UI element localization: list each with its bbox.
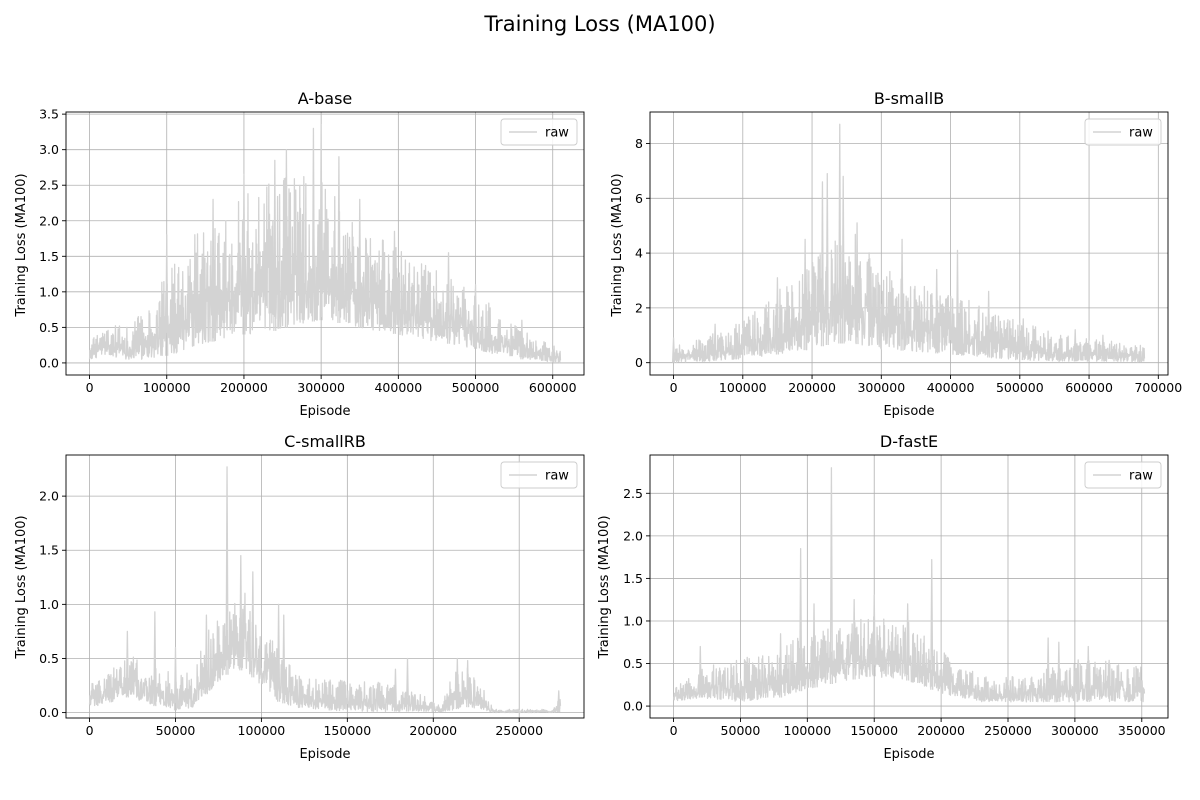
legend-a: raw	[500, 118, 578, 146]
x-tick-label-c-1: 50000	[156, 723, 196, 738]
y-tick-label-c-0: 0.0	[39, 705, 59, 720]
y-tick-label-a-1: 0.5	[39, 320, 59, 335]
subplot-title-d: D-fastE	[880, 432, 938, 451]
x-axis-label-a: Episode	[299, 404, 350, 419]
x-tick-label-c-5: 250000	[495, 723, 543, 738]
y-tick-label-a-0: 0.0	[39, 355, 59, 370]
subplot-title-b: B-smallB	[874, 89, 944, 108]
subplot-title-c: C-smallRB	[284, 432, 366, 451]
y-tick-label-b-3: 6	[635, 191, 643, 206]
x-tick-label-b-3: 300000	[857, 380, 905, 395]
x-tick-label-a-5: 500000	[452, 380, 500, 395]
y-tick-label-a-7: 3.5	[39, 107, 59, 122]
legend-label-raw-a: raw	[545, 126, 569, 141]
y-tick-label-a-2: 1.0	[39, 284, 59, 299]
legend-c: raw	[500, 461, 578, 489]
x-tick-label-d-6: 300000	[1051, 723, 1099, 738]
axes-b: 0 100000 200000 300000 400000 500000 600000 700…	[635, 111, 1182, 395]
y-tick-label-b-0: 0	[635, 355, 643, 370]
x-axis-label-d: Episode	[883, 747, 934, 762]
x-tick-label-c-2: 100000	[238, 723, 286, 738]
axes-frame-c	[65, 454, 585, 719]
x-tick-label-b-4: 400000	[927, 380, 975, 395]
legend-box-b	[1084, 118, 1162, 146]
series-raw-line-b	[671, 123, 1146, 363]
y-tick-label-d-1: 0.5	[623, 656, 643, 671]
subplot-b: B-smallB Episode Training Loss (MA100) 0…	[610, 89, 1182, 419]
y-tick-label-a-6: 3.0	[39, 142, 59, 157]
y-tick-label-d-3: 1.5	[623, 571, 643, 586]
x-tick-label-c-4: 200000	[409, 723, 457, 738]
x-tick-label-a-0: 0	[86, 380, 94, 395]
x-tick-label-a-2: 200000	[220, 380, 268, 395]
legend-box-c	[500, 461, 578, 489]
y-tick-label-c-4: 2.0	[39, 489, 59, 504]
y-tick-label-d-2: 1.0	[623, 613, 643, 628]
y-axis-label-d: Training Loss (MA100)	[597, 515, 612, 659]
y-axis-label-c: Training Loss (MA100)	[14, 515, 29, 659]
legend-d: raw	[1084, 461, 1162, 489]
y-tick-label-a-4: 2.0	[39, 213, 59, 228]
y-tick-label-b-1: 2	[635, 300, 643, 315]
x-tick-label-a-3: 300000	[297, 380, 345, 395]
legend-label-raw-b: raw	[1129, 126, 1153, 141]
x-tick-label-b-2: 200000	[788, 380, 836, 395]
y-tick-label-a-3: 1.5	[39, 249, 59, 264]
x-tick-label-d-1: 50000	[721, 723, 761, 738]
x-tick-label-d-5: 250000	[984, 723, 1032, 738]
axes-frame-b	[649, 111, 1169, 376]
series-raw-line-a	[88, 124, 562, 364]
y-tick-label-b-2: 4	[635, 246, 643, 261]
y-tick-label-c-3: 1.5	[39, 543, 59, 558]
x-tick-label-a-6: 600000	[529, 380, 577, 395]
x-tick-label-c-0: 0	[86, 723, 94, 738]
y-tick-label-c-1: 0.5	[39, 651, 59, 666]
x-tick-label-d-7: 350000	[1118, 723, 1166, 738]
legend-box-a	[500, 118, 578, 146]
subplot-title-a: A-base	[298, 89, 353, 108]
y-tick-label-d-0: 0.0	[623, 699, 643, 714]
y-tick-label-d-5: 2.5	[623, 486, 643, 501]
subplot-d: D-fastE Episode Training Loss (MA100) 0 5…	[597, 432, 1169, 762]
x-tick-label-b-5: 500000	[996, 380, 1044, 395]
x-tick-label-d-2: 100000	[783, 723, 831, 738]
y-tick-label-b-4: 8	[635, 136, 643, 151]
axes-d: 0 50000 100000 150000 200000 250000 300000 3500…	[623, 454, 1169, 738]
y-tick-label-a-5: 2.5	[39, 178, 59, 193]
x-tick-label-a-4: 400000	[374, 380, 422, 395]
x-tick-label-b-7: 700000	[1134, 380, 1182, 395]
x-tick-label-b-6: 600000	[1065, 380, 1113, 395]
legend-label-raw-d: raw	[1129, 469, 1153, 484]
x-tick-label-d-0: 0	[670, 723, 678, 738]
figure-title: Training Loss (MA100)	[483, 12, 715, 36]
x-tick-label-d-4: 200000	[917, 723, 965, 738]
x-tick-label-d-3: 150000	[850, 723, 898, 738]
x-tick-label-b-1: 100000	[719, 380, 767, 395]
x-tick-label-c-3: 150000	[323, 723, 371, 738]
x-tick-label-b-0: 0	[670, 380, 678, 395]
legend-box-d	[1084, 461, 1162, 489]
subplot-a: A-base Episode Training Loss (MA100) 0 10…	[14, 89, 585, 419]
y-axis-label-a: Training Loss (MA100)	[14, 173, 29, 317]
x-tick-label-a-1: 100000	[143, 380, 191, 395]
legend-b: raw	[1084, 118, 1162, 146]
axes-frame-d	[649, 454, 1169, 719]
x-axis-label-b: Episode	[883, 404, 934, 419]
y-tick-label-d-4: 2.0	[623, 528, 643, 543]
y-tick-label-c-2: 1.0	[39, 597, 59, 612]
axes-a: 0 100000 200000 300000 400000 500000 600000 0.0…	[39, 107, 585, 395]
series-raw-line-c	[88, 466, 562, 714]
legend-label-raw-c: raw	[545, 469, 569, 484]
subplot-c: C-smallRB Episode Training Loss (MA100) …	[14, 432, 585, 762]
y-axis-label-b: Training Loss (MA100)	[610, 173, 625, 317]
axes-frame-a	[65, 111, 585, 376]
axes-c: 0 50000 100000 150000 200000 250000 0.0 0.5 1.0 1…	[39, 454, 585, 738]
series-raw-line-d	[673, 467, 1146, 703]
x-axis-label-c: Episode	[299, 747, 350, 762]
